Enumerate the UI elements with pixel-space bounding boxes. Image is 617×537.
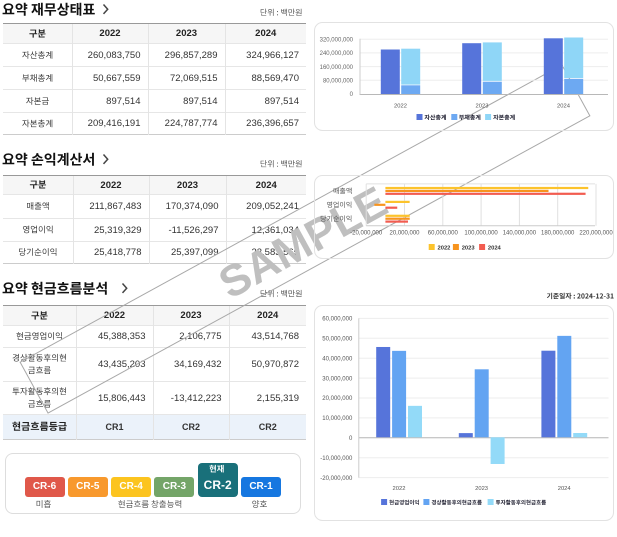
svg-text:-20,000,000: -20,000,000 bbox=[350, 231, 383, 237]
svg-text:0: 0 bbox=[350, 92, 354, 98]
svg-text:140,000,000: 140,000,000 bbox=[503, 231, 537, 237]
svg-text:50,000,000: 50,000,000 bbox=[322, 337, 353, 343]
svg-text:-10,000,000: -10,000,000 bbox=[320, 456, 353, 462]
svg-text:-20,000,000: -20,000,000 bbox=[320, 476, 353, 482]
svg-text:10,000,000: 10,000,000 bbox=[322, 416, 353, 422]
svg-text:60,000,000: 60,000,000 bbox=[428, 231, 459, 237]
svg-text:180,000,000: 180,000,000 bbox=[541, 231, 575, 237]
svg-text:240,000,000: 240,000,000 bbox=[320, 51, 354, 57]
svg-text:2024: 2024 bbox=[557, 104, 571, 110]
svg-text:2023: 2023 bbox=[476, 104, 489, 110]
svg-text:80,000,000: 80,000,000 bbox=[323, 79, 354, 85]
svg-text:2023: 2023 bbox=[475, 486, 488, 492]
svg-text:220,000,000: 220,000,000 bbox=[579, 231, 613, 237]
svg-text:160,000,000: 160,000,000 bbox=[320, 65, 354, 71]
svg-text:2024: 2024 bbox=[488, 245, 502, 251]
svg-text:0: 0 bbox=[349, 436, 353, 442]
svg-text:20,000,000: 20,000,000 bbox=[322, 396, 353, 402]
svg-text:2022: 2022 bbox=[438, 245, 451, 251]
svg-text:2022: 2022 bbox=[393, 486, 406, 492]
svg-text:60,000,000: 60,000,000 bbox=[322, 317, 353, 323]
svg-text:2024: 2024 bbox=[558, 486, 572, 492]
svg-text:40,000,000: 40,000,000 bbox=[322, 356, 353, 362]
svg-text:320,000,000: 320,000,000 bbox=[320, 37, 354, 43]
svg-text:20,000,000: 20,000,000 bbox=[389, 231, 420, 237]
svg-text:30,000,000: 30,000,000 bbox=[322, 376, 353, 382]
svg-text:100,000,000: 100,000,000 bbox=[464, 231, 498, 237]
svg-text:2022: 2022 bbox=[394, 104, 407, 110]
svg-text:2023: 2023 bbox=[462, 245, 476, 251]
